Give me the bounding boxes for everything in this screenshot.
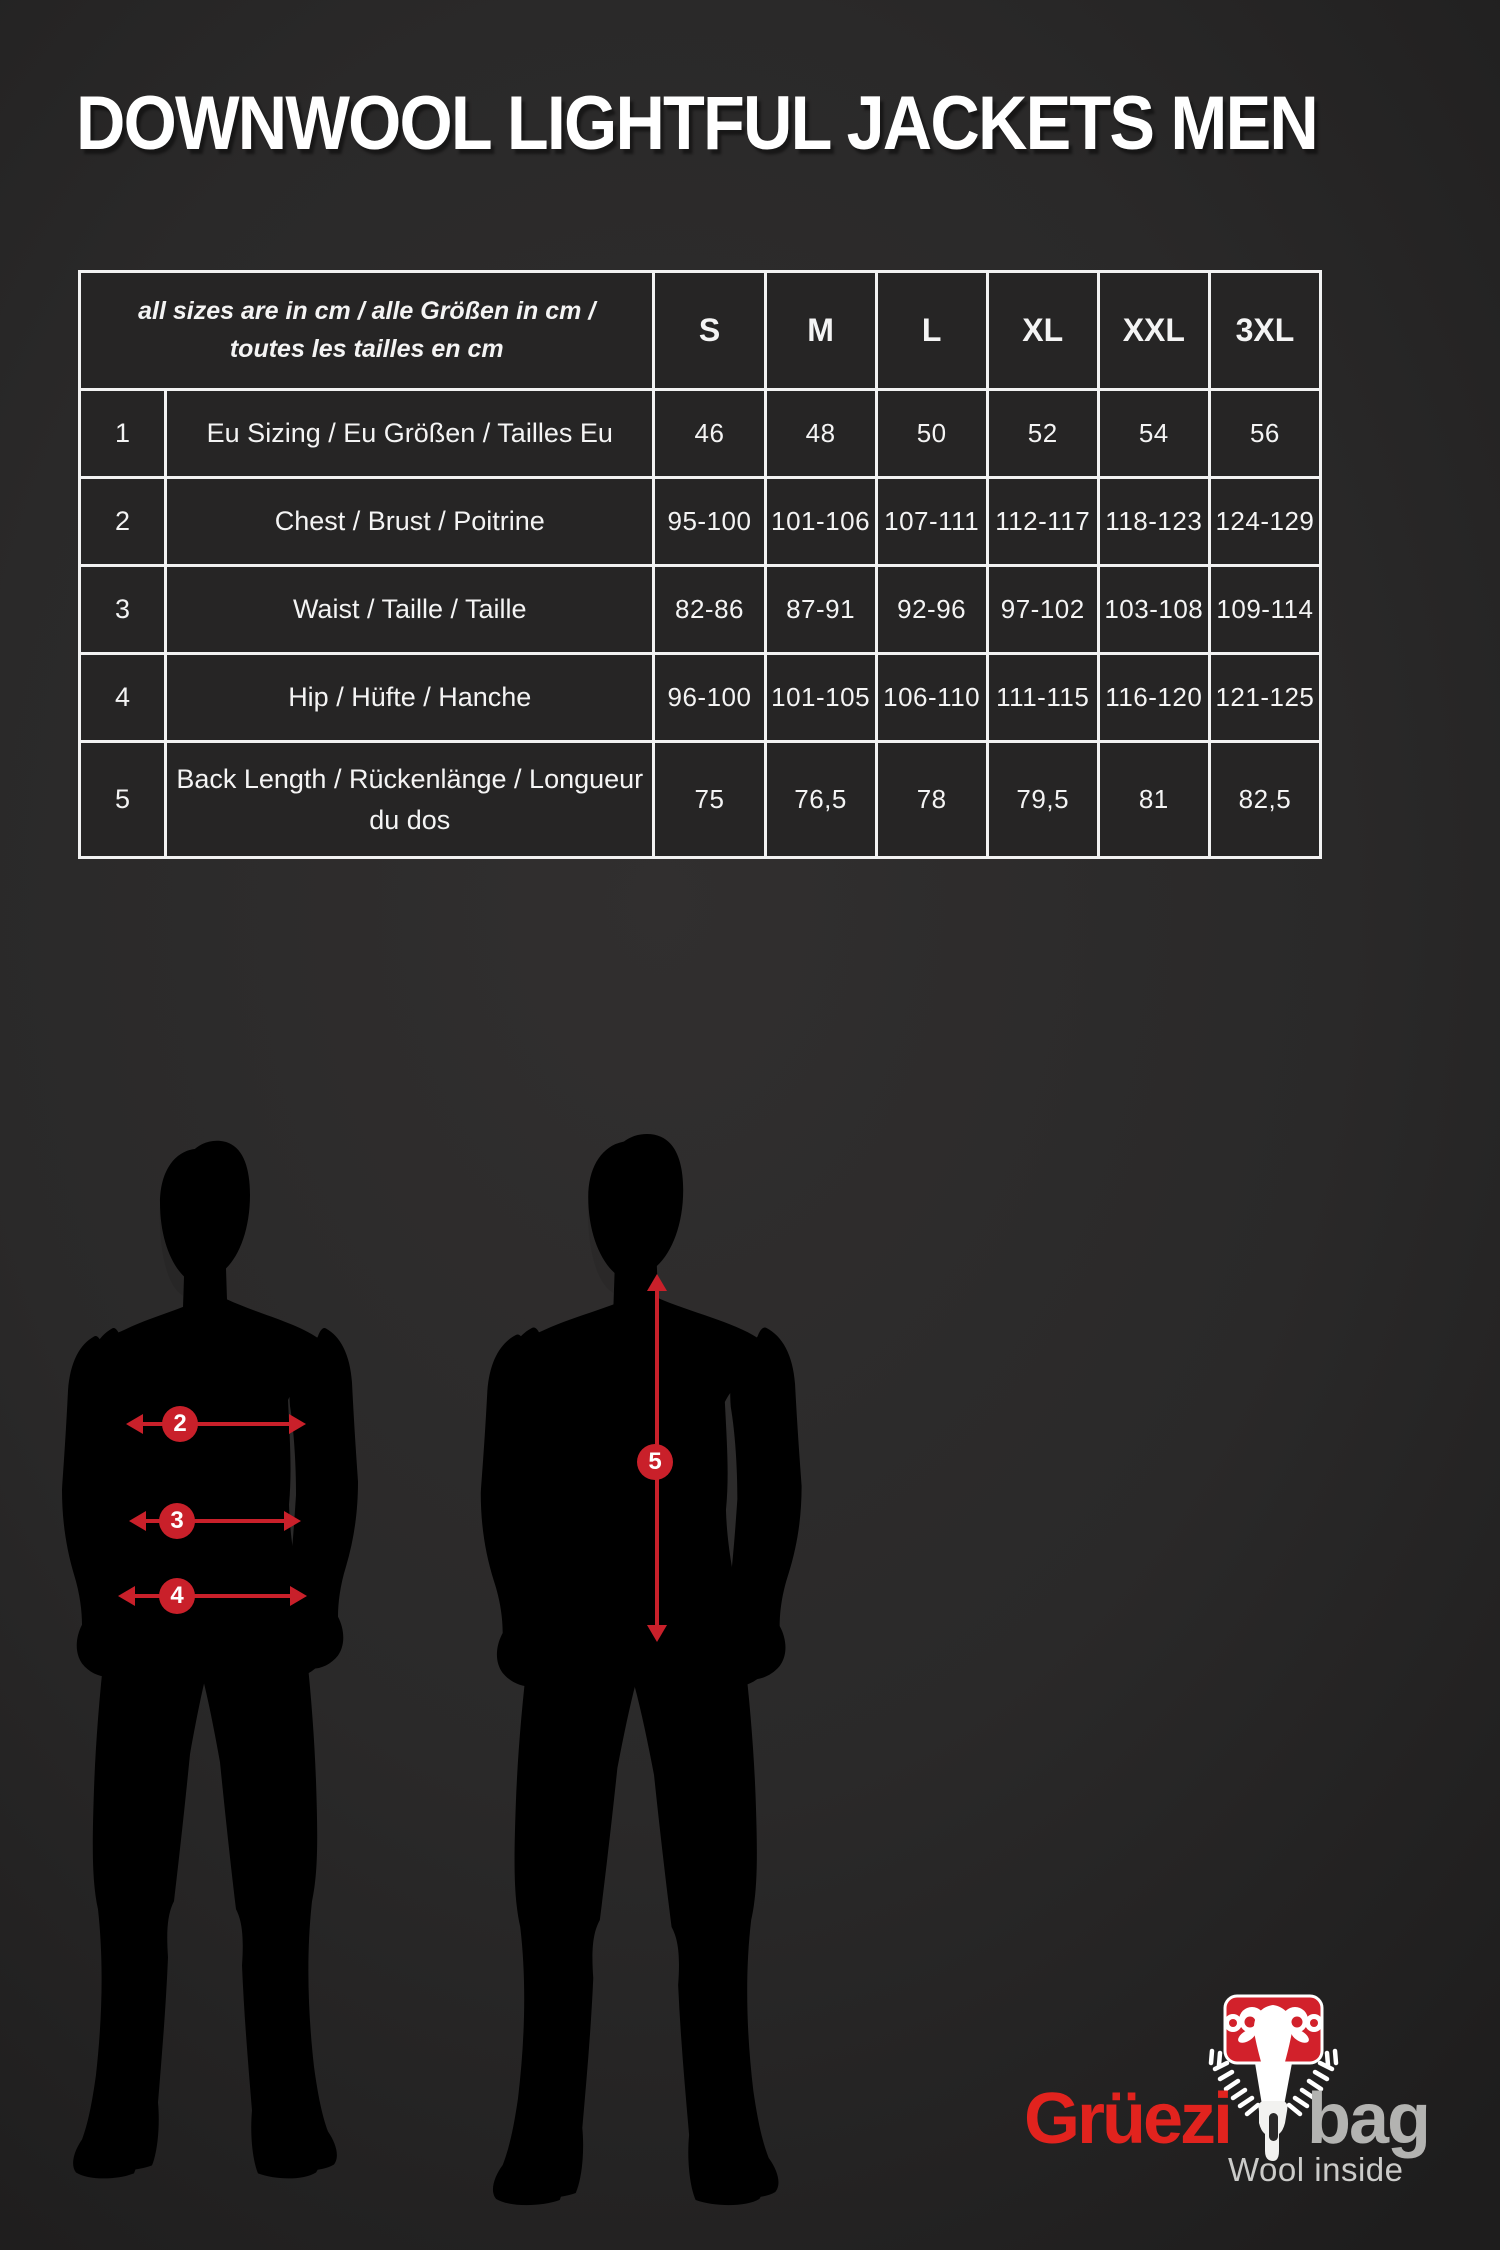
zipper-slider [1258,2101,1288,2161]
unit-note-cell: all sizes are in cm / alle Größen in cm … [77,270,656,391]
size-value: 79,5 [985,740,1100,859]
logo-tagline: Wool inside [1228,2151,1404,2188]
page-title: DOWNWOOL LIGHTFUL JACKETS MEN [76,81,1319,166]
size-value: 103-108 [1096,564,1211,655]
size-col-header-l: L [874,270,989,391]
chest-marker-badge: 2 [162,1406,198,1442]
size-value: 107-111 [874,476,989,567]
size-value: 124-129 [1207,476,1323,567]
size-value: 112-117 [985,476,1100,567]
size-table: all sizes are in cm / alle Größen in cm … [77,270,1323,859]
table-row-hip: 4 Hip / Hüfte / Hanche 96-100 101-105 10… [77,652,1323,743]
unit-note: all sizes are in cm / alle Größen in cm … [138,297,596,363]
logo-brand-gray: bag [1307,2079,1431,2159]
size-value: 87-91 [763,564,878,655]
hip-measure-arrow [118,1586,307,1606]
row-number: 5 [77,740,168,859]
size-value: 48 [763,388,878,479]
size-value: 96-100 [652,652,767,743]
back-length-marker-badge: 5 [637,1444,673,1480]
row-number: 4 [77,652,168,743]
size-value: 50 [874,388,989,479]
size-value: 111-115 [985,652,1100,743]
table-header-row: all sizes are in cm / alle Größen in cm … [77,270,1323,391]
size-value: 75 [652,740,767,859]
size-value: 76,5 [763,740,878,859]
row-number: 3 [77,564,168,655]
table-row-waist: 3 Waist / Taille / Taille 82-86 87-91 92… [77,564,1323,655]
zipper-ram-icon [1208,1994,1339,2161]
size-value: 82,5 [1207,740,1323,859]
size-value: 101-106 [763,476,878,567]
size-value: 82-86 [652,564,767,655]
zipper-teeth [1208,2048,1339,2117]
size-col-header-s: S [652,270,767,391]
size-value: 118-123 [1096,476,1211,567]
size-col-header-xxl: XXL [1096,270,1211,391]
size-value: 56 [1207,388,1323,479]
size-value: 46 [652,388,767,479]
hip-marker-badge: 4 [159,1578,195,1614]
row-label: Hip / Hüfte / Hanche [164,652,656,743]
size-value: 92-96 [874,564,989,655]
size-value: 109-114 [1207,564,1323,655]
row-number: 1 [77,388,168,479]
size-col-header-3xl: 3XL [1207,270,1323,391]
waist-measure-arrow [129,1511,301,1531]
size-value: 116-120 [1096,652,1211,743]
logo-brand-red: Grüezi [1023,2079,1233,2159]
size-value: 97-102 [985,564,1100,655]
size-value: 81 [1096,740,1211,859]
size-value: 95-100 [652,476,767,567]
row-label: Chest / Brust / Poitrine [164,476,656,567]
table-row-chest: 2 Chest / Brust / Poitrine 95-100 101-10… [77,476,1323,567]
waist-marker-badge: 3 [159,1503,195,1539]
ram-icon [1224,2005,1323,2097]
row-label: Back Length / Rückenlänge / Longueur du … [164,740,656,859]
size-value: 54 [1096,388,1211,479]
size-value: 101-105 [763,652,878,743]
size-value: 78 [874,740,989,859]
size-col-header-m: M [763,270,878,391]
gruezi-bag-logo: Grüezi bag Wool inside [1015,1985,1455,2225]
chest-measure-arrow [126,1414,306,1434]
size-value: 106-110 [874,652,989,743]
row-label: Waist / Taille / Taille [164,564,656,655]
table-row-eu-sizing: 1 Eu Sizing / Eu Größen / Tailles Eu 46 … [77,388,1323,479]
mannequin-front-figure [80,1140,358,2171]
row-label: Eu Sizing / Eu Größen / Tailles Eu [164,388,656,479]
row-number: 2 [77,476,168,567]
table-row-back-length: 5 Back Length / Rückenlänge / Longueur d… [77,740,1323,859]
size-col-header-xl: XL [985,270,1100,391]
size-value: 52 [985,388,1100,479]
size-value: 121-125 [1207,652,1323,743]
